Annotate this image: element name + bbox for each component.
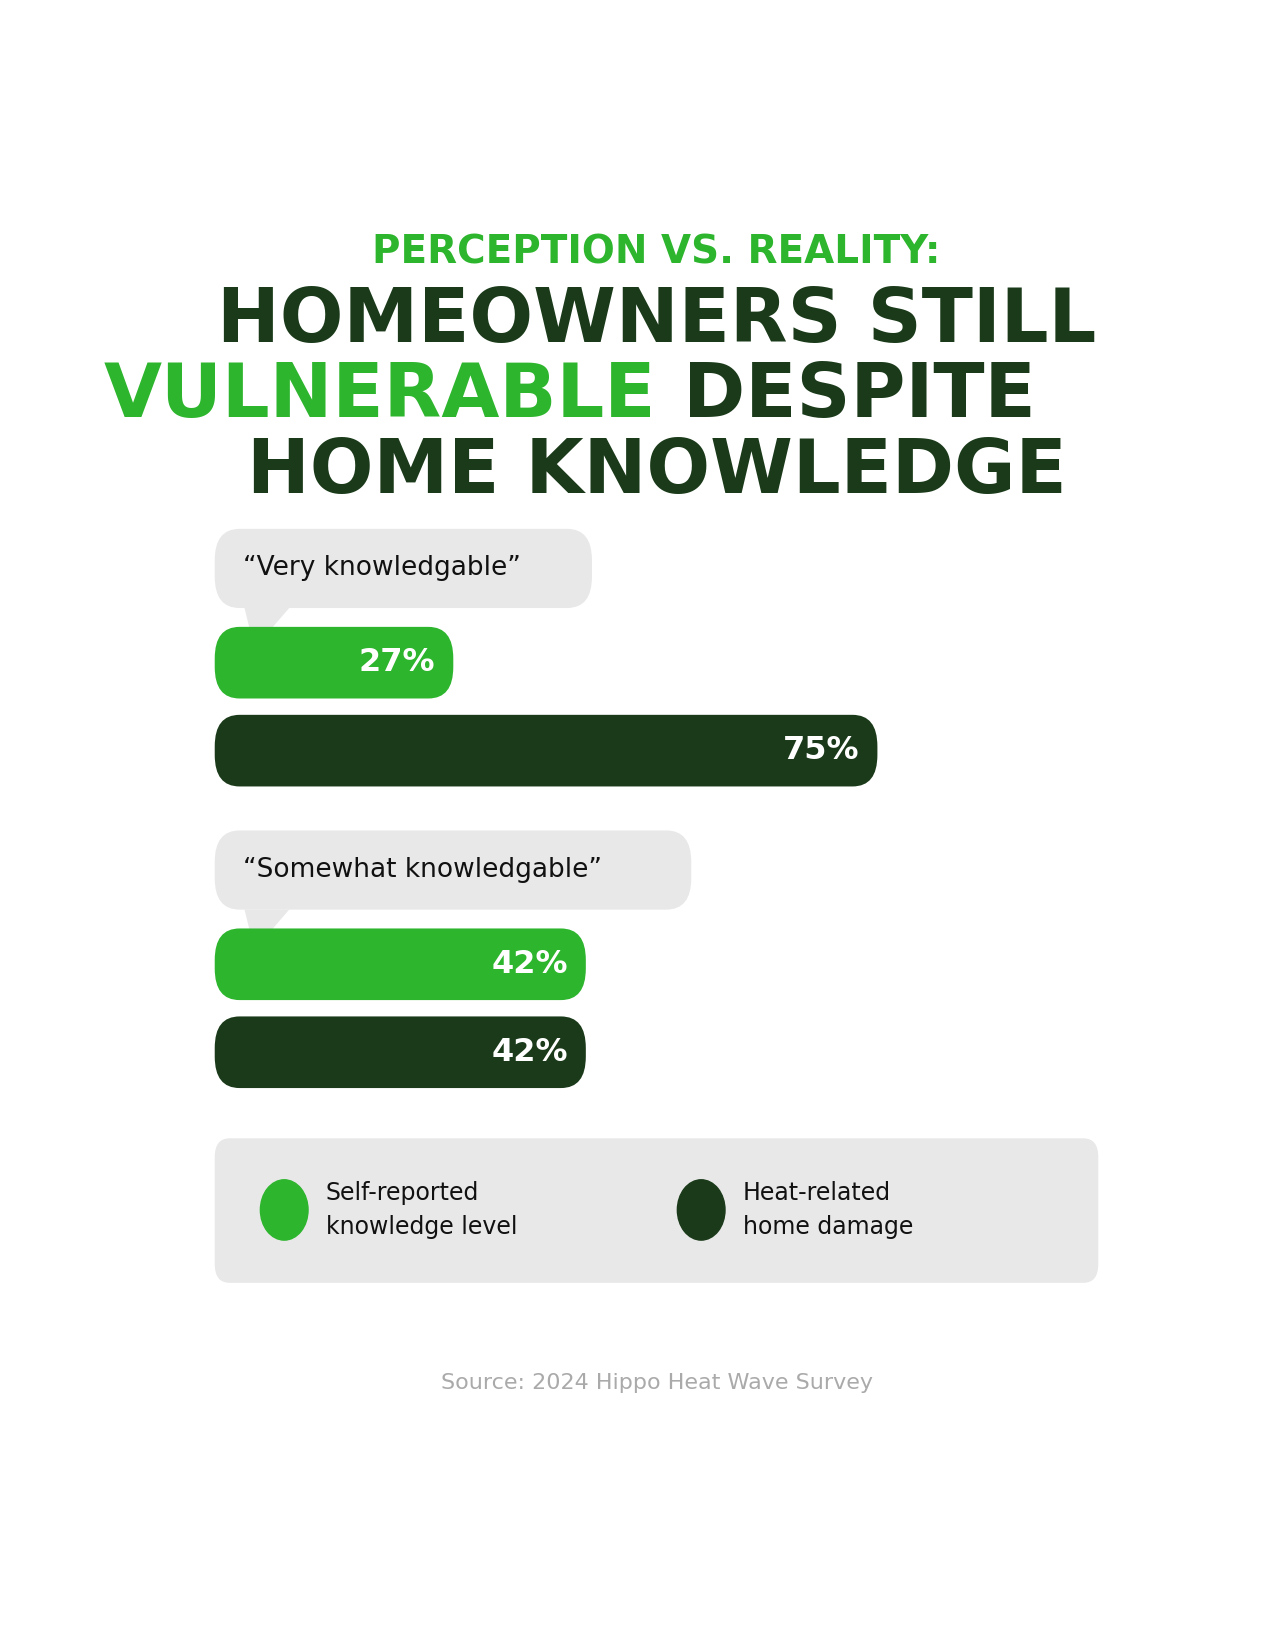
Text: 75%: 75%	[783, 734, 860, 765]
FancyBboxPatch shape	[215, 929, 585, 1000]
Text: Heat-related
home damage: Heat-related home damage	[743, 1182, 913, 1239]
Text: 42%: 42%	[492, 1036, 567, 1067]
Circle shape	[260, 1180, 307, 1240]
Text: PERCEPTION VS. REALITY:: PERCEPTION VS. REALITY:	[373, 233, 940, 271]
Text: HOMEOWNERS STILL: HOMEOWNERS STILL	[216, 286, 1097, 357]
Polygon shape	[245, 609, 290, 648]
FancyBboxPatch shape	[215, 831, 692, 909]
Text: Self-reported
knowledge level: Self-reported knowledge level	[325, 1182, 518, 1239]
FancyBboxPatch shape	[215, 627, 453, 698]
FancyBboxPatch shape	[215, 529, 592, 609]
Text: HOME KNOWLEDGE: HOME KNOWLEDGE	[247, 436, 1066, 509]
Polygon shape	[245, 909, 290, 950]
Text: VULNERABLE: VULNERABLE	[104, 361, 657, 434]
Text: 27%: 27%	[359, 648, 436, 679]
Text: “Somewhat knowledgable”: “Somewhat knowledgable”	[242, 857, 602, 883]
FancyBboxPatch shape	[215, 1139, 1098, 1283]
Circle shape	[678, 1180, 725, 1240]
FancyBboxPatch shape	[215, 1017, 585, 1089]
Text: 42%: 42%	[492, 948, 567, 979]
Text: Source: 2024 Hippo Heat Wave Survey: Source: 2024 Hippo Heat Wave Survey	[441, 1374, 872, 1394]
Text: DESPITE: DESPITE	[657, 361, 1035, 434]
FancyBboxPatch shape	[215, 715, 877, 787]
Text: “Very knowledgable”: “Very knowledgable”	[242, 555, 520, 581]
